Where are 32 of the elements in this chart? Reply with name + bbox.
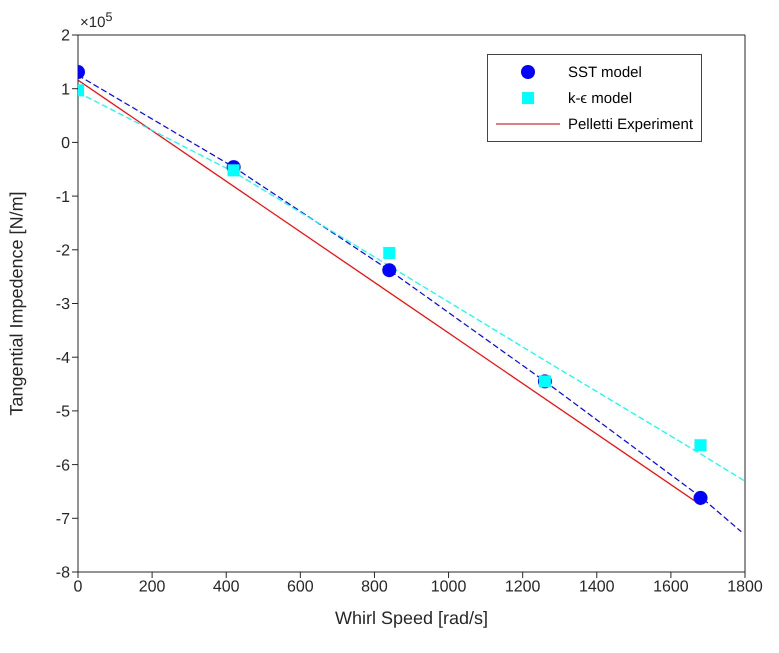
legend-label: SST model [568,64,642,80]
y-tick-label: -4 [56,350,70,367]
y-tick-label: -2 [56,242,70,260]
point [228,164,240,176]
y-tick-label: -8 [56,564,70,582]
x-tick-label: 1200 [504,578,541,596]
x-tick-label: 1600 [653,578,689,596]
x-tick-label: 1400 [578,578,615,596]
legend-label: k-ϵ model [568,90,632,106]
x-tick-label: 1000 [430,578,466,596]
point [694,439,707,452]
y-tick-label: 2 [61,28,70,45]
x-tick-label: 800 [361,578,388,596]
x-tick-label: 1800 [727,578,763,596]
y-tick-label: -3 [56,296,70,314]
y-tick-label: -1 [56,188,70,206]
x-tick-label: 0 [74,578,83,596]
x-tick-label: 600 [286,578,314,596]
legend-label: Pelletti Experiment [568,116,693,132]
point [383,247,396,260]
point [694,490,708,505]
y-tick-label: 1 [61,81,70,98]
y-tick-label: -7 [56,510,70,528]
y-axis-title: Tangential Impedence [N/m] [6,191,26,416]
y-tick-label: -6 [56,457,70,474]
x-axis-title: Whirl Speed [rad/s] [334,608,488,628]
y-tick-label: 0 [61,135,70,152]
x-tick-label: 200 [138,578,166,596]
x-tick-label: 400 [212,578,240,596]
y-tick-label: -5 [56,404,70,421]
text: ×10$^{5}$ [80,10,112,31]
point [382,263,396,278]
